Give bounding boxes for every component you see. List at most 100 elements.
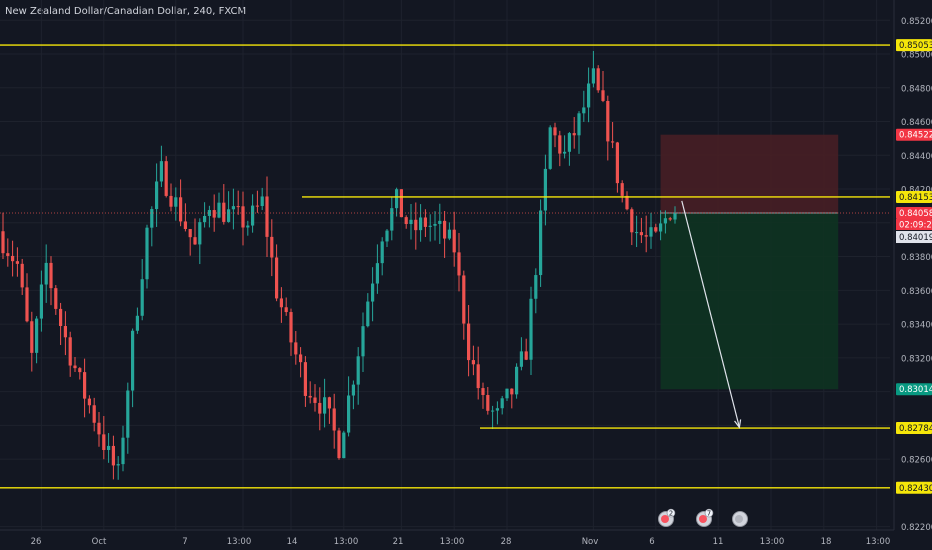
time-tick-label: 21	[393, 537, 404, 547]
candle-body	[59, 308, 63, 327]
time-tick-label: 13:00	[760, 537, 785, 547]
candle-body	[539, 210, 543, 276]
calendar-event-icon: 7	[696, 508, 714, 527]
candle-body	[347, 395, 351, 433]
candle-body	[668, 218, 672, 220]
candle-body	[111, 445, 115, 466]
candle-body	[654, 227, 658, 232]
candle-body	[663, 218, 667, 224]
candle-body	[236, 206, 240, 208]
marker-dot	[735, 515, 743, 523]
candle-body	[639, 232, 643, 236]
level-84153-tag	[896, 190, 932, 203]
candle-body	[615, 142, 619, 184]
candle-body	[303, 362, 307, 396]
candle-body	[78, 368, 82, 373]
candle-body	[419, 217, 423, 231]
candle-body	[524, 351, 528, 360]
candle-body	[572, 133, 576, 136]
stop-price-tag-label: 0.84522	[899, 131, 932, 141]
candle-body	[659, 223, 663, 232]
candle-body	[635, 232, 639, 234]
time-tick-label: 7	[182, 537, 187, 547]
candle-body	[534, 275, 538, 299]
candle-body	[179, 197, 183, 222]
candle-body	[294, 342, 298, 355]
candle-body	[577, 113, 581, 136]
candle-body	[126, 390, 130, 438]
projection-arrow-head	[734, 419, 742, 429]
candle-body	[591, 68, 595, 84]
candle-body	[351, 384, 355, 396]
candle-body	[620, 183, 624, 196]
candle-body	[457, 252, 461, 276]
countdown-label: 02:09:22	[899, 221, 932, 231]
level-85053-tag-label: 0.85053	[899, 41, 932, 51]
marker-dot	[699, 515, 707, 523]
projection-arrow	[681, 200, 740, 428]
candle-body	[227, 209, 231, 222]
candle-body	[87, 398, 91, 406]
current-price-tag	[896, 207, 932, 220]
time-tick-label: 26	[31, 537, 42, 547]
candle-body	[481, 388, 485, 396]
marker-badge	[666, 508, 676, 518]
candle-body	[462, 275, 466, 324]
candle-body	[299, 354, 303, 363]
candle-body	[510, 388, 514, 395]
candle-body	[582, 107, 586, 114]
time-tick-label: 11	[713, 537, 724, 547]
candle-body	[131, 330, 135, 391]
level-82784-tag	[896, 422, 932, 435]
candle-body	[519, 351, 523, 367]
candle-body	[289, 312, 293, 343]
candle-body	[198, 222, 202, 245]
candle-body	[135, 315, 139, 331]
candle-body	[371, 283, 375, 302]
candle-body	[323, 397, 327, 414]
candle-body	[275, 257, 279, 299]
take-profit-zone	[660, 213, 839, 390]
candle-body	[63, 326, 67, 338]
candle-body	[83, 372, 87, 399]
candle-body	[68, 337, 72, 366]
level-82430-tag-label: 0.82430	[899, 484, 932, 494]
candle-body	[188, 229, 192, 238]
candle-body	[404, 217, 408, 225]
candle-body	[121, 437, 125, 465]
candle-body	[1, 231, 5, 254]
candle-body	[342, 432, 346, 459]
candle-body	[563, 151, 567, 154]
time-tick-label: 28	[501, 537, 512, 547]
marker-dot	[661, 515, 669, 523]
candle-body	[251, 205, 255, 226]
marker-badge-count: 2	[669, 510, 673, 518]
candle-body	[159, 161, 163, 182]
candle-body	[107, 445, 111, 450]
candle-body	[6, 253, 10, 256]
marker-badge	[704, 508, 714, 518]
candle-body	[558, 135, 562, 154]
candle-body	[673, 213, 677, 220]
candle-body	[644, 235, 648, 237]
candle-body	[73, 365, 77, 369]
current-price-tag-label: 0.84058	[899, 209, 932, 219]
candle-body	[92, 405, 96, 423]
candle-body	[428, 225, 432, 227]
time-tick-label: 13:00	[334, 537, 359, 547]
candle-body	[611, 141, 615, 143]
candles	[1, 50, 677, 480]
time-tick-label: Nov	[582, 537, 599, 547]
candle-body	[150, 209, 154, 228]
candle-body	[284, 307, 288, 313]
candle-body	[385, 230, 389, 242]
candle-body	[601, 90, 605, 101]
